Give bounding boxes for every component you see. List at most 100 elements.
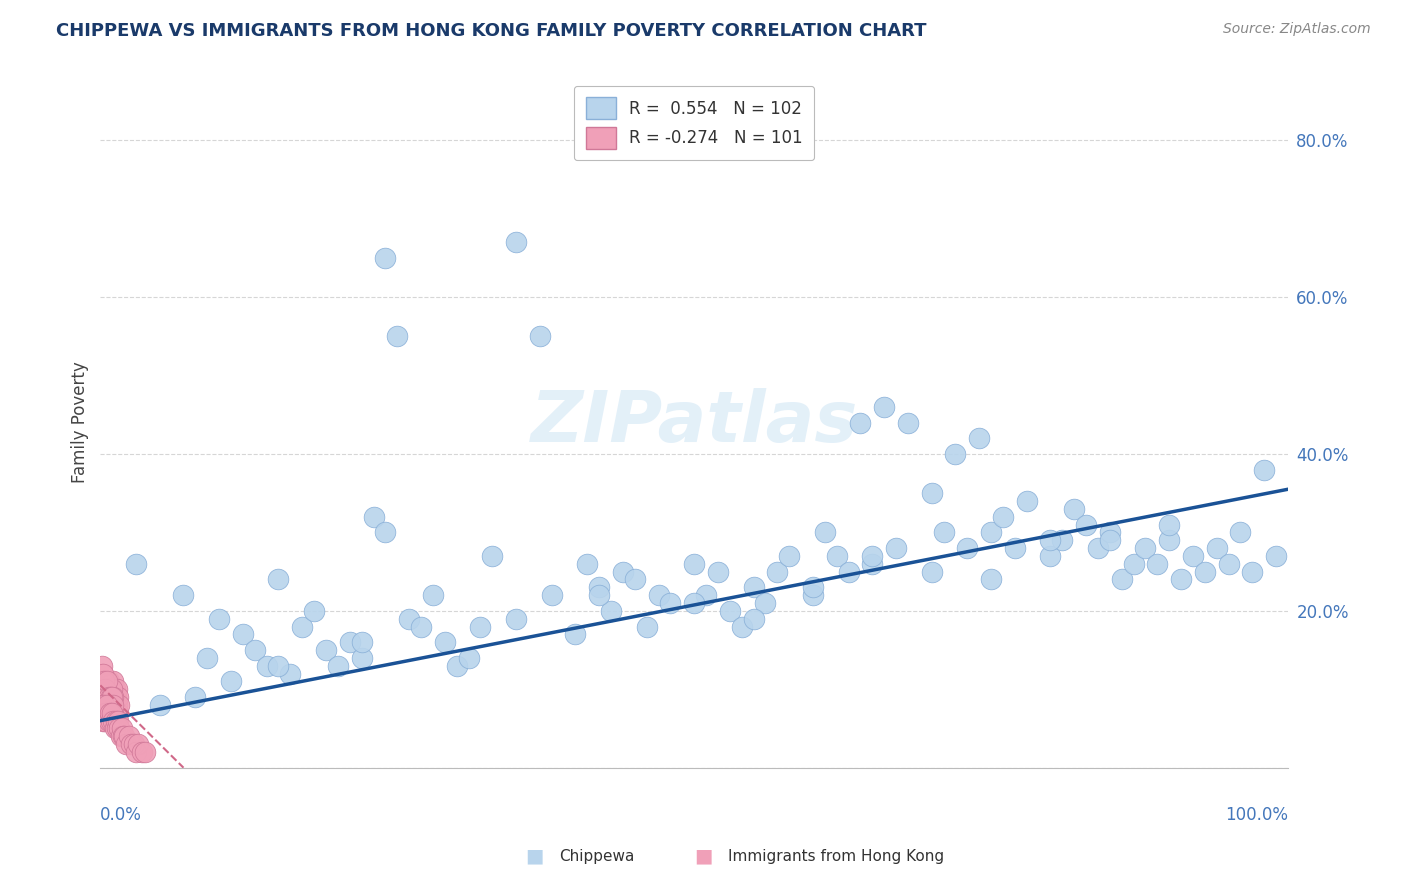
Point [350,635,373,649]
Point [1111,573,1133,587]
Point [1159,517,1181,532]
Point [433,635,456,649]
Text: ■: ■ [524,847,544,866]
Point [884,541,907,555]
Point [100,714,122,728]
Point [742,612,765,626]
Point [93,690,115,705]
Point [718,604,741,618]
Point [374,525,396,540]
Point [529,329,551,343]
Text: ■: ■ [693,847,713,866]
Point [801,580,824,594]
Point [108,698,131,712]
Point [98,706,121,720]
Point [683,557,706,571]
Point [98,698,121,712]
Text: CHIPPEWA VS IMMIGRANTS FROM HONG KONG FAMILY POVERTY CORRELATION CHART: CHIPPEWA VS IMMIGRANTS FROM HONG KONG FA… [56,22,927,40]
Point [98,706,121,720]
Point [623,573,645,587]
Point [457,651,479,665]
Point [96,698,118,712]
Point [1074,517,1097,532]
Point [103,698,125,712]
Point [97,706,120,720]
Point [104,690,127,705]
Point [104,682,127,697]
Point [91,682,114,697]
Point [97,698,120,712]
Point [93,698,115,712]
Point [101,706,124,720]
Point [93,674,115,689]
Point [731,619,754,633]
Point [97,714,120,728]
Point [93,682,115,697]
Point [280,666,302,681]
Text: Chippewa: Chippewa [560,849,636,863]
Y-axis label: Family Poverty: Family Poverty [72,361,89,483]
Point [208,612,231,626]
Point [588,588,610,602]
Point [131,745,153,759]
Point [409,619,432,633]
Point [398,612,420,626]
Point [801,588,824,602]
Point [1181,549,1204,563]
Point [1098,533,1121,548]
Point [96,674,118,689]
Point [97,690,120,705]
Point [94,682,117,697]
Point [96,690,118,705]
Point [315,643,337,657]
Point [125,557,148,571]
Point [766,565,789,579]
Point [219,674,242,689]
Point [778,549,800,563]
Point [93,690,115,705]
Point [115,737,138,751]
Point [94,714,117,728]
Text: ZIPatlas: ZIPatlas [530,388,858,457]
Point [91,666,114,681]
Point [96,674,118,689]
Point [100,690,122,705]
Point [505,235,527,249]
Point [1159,533,1181,548]
Point [1039,549,1062,563]
Point [120,737,142,751]
Text: 100.0%: 100.0% [1225,805,1288,823]
Point [90,674,112,689]
Point [96,698,118,712]
Point [93,690,115,705]
Point [612,565,634,579]
Point [94,682,117,697]
Point [1135,541,1157,555]
Point [683,596,706,610]
Point [100,690,122,705]
Point [814,525,837,540]
Point [97,690,120,705]
Point [422,588,444,602]
Point [103,714,125,728]
Point [101,682,124,697]
Point [107,706,129,720]
Point [101,690,124,705]
Point [104,722,127,736]
Point [96,706,118,720]
Point [945,447,967,461]
Point [1122,557,1144,571]
Point [112,729,135,743]
Point [897,416,920,430]
Point [636,619,658,633]
Point [105,698,128,712]
Point [96,690,118,705]
Point [101,698,124,712]
Point [97,690,120,705]
Point [90,666,112,681]
Point [100,698,122,712]
Point [873,400,896,414]
Point [103,690,125,705]
Point [91,714,114,728]
Point [96,698,118,712]
